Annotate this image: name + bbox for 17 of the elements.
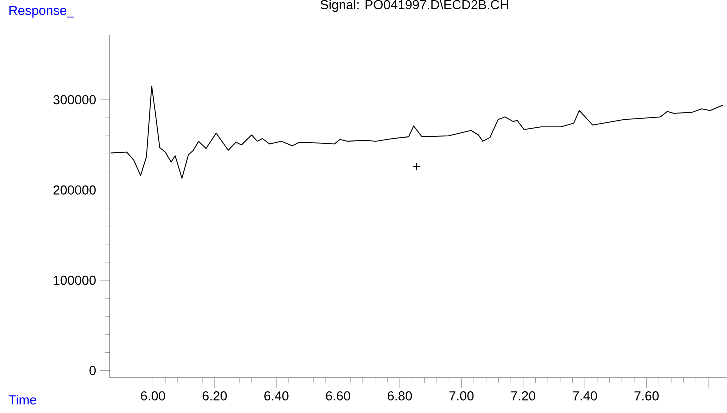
x-tick-label: 6.60 [326, 392, 350, 401]
y-tick-label: 200000 [54, 186, 96, 195]
x-tick-label: 7.20 [511, 392, 536, 401]
x-tick-label: 6.80 [388, 392, 412, 401]
x-tick-label: 6.40 [264, 392, 289, 401]
x-tick-label: 6.00 [141, 392, 166, 401]
x-tick-label: 7.40 [573, 392, 598, 401]
y-tick-label: 300000 [54, 95, 96, 105]
y-axis-title: Response_ [10, 6, 75, 18]
chart-title: Signal: PO041997.D\ECD2B.CH [320, 0, 508, 12]
y-tick-label: 0 [90, 366, 96, 376]
x-tick-label: 7.00 [450, 392, 474, 401]
y-tick-label: 100000 [54, 276, 96, 286]
annotation: + [413, 163, 420, 170]
x-axis-title: Time [8, 395, 36, 405]
x-tick-label: 6.20 [202, 392, 228, 401]
x-tick-label: 7.60 [634, 392, 659, 401]
